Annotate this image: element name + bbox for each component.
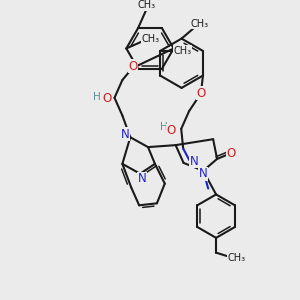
Text: O: O [167,124,176,137]
Text: O: O [129,60,138,73]
Text: H: H [160,122,167,132]
Text: CH₃: CH₃ [190,19,208,29]
Text: CH₃: CH₃ [174,46,192,56]
Text: O: O [196,87,206,100]
Text: H: H [93,92,100,102]
Text: O: O [102,92,111,105]
Text: CH₃: CH₃ [228,253,246,262]
Text: N: N [121,128,130,141]
Text: N: N [190,155,198,168]
Text: O: O [226,146,236,160]
Text: CH₃: CH₃ [142,34,160,44]
Text: CH₃: CH₃ [138,0,156,10]
Text: N: N [138,172,146,185]
Text: N: N [199,167,208,180]
